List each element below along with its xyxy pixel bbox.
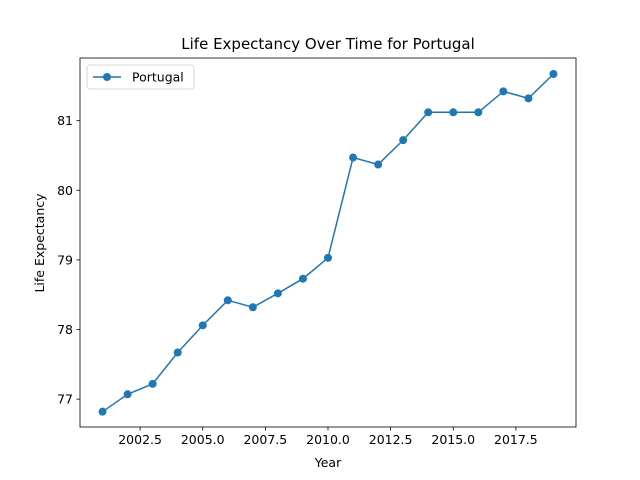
- data-point: [399, 136, 408, 145]
- x-tick-label: 2012.5: [369, 432, 413, 447]
- data-point: [298, 274, 307, 283]
- data-point: [198, 321, 207, 330]
- data-point: [324, 253, 332, 262]
- y-tick-label: 81: [57, 113, 73, 128]
- data-point: [374, 160, 383, 169]
- y-axis-label: Life Expectancy: [32, 193, 47, 293]
- data-point: [98, 407, 107, 416]
- y-tick-label: 77: [57, 392, 73, 407]
- x-tick-label: 2010.0: [306, 432, 350, 447]
- data-point: [499, 87, 508, 96]
- data-point: [449, 108, 458, 117]
- x-tick-label: 2015.0: [431, 432, 475, 447]
- data-point: [524, 94, 533, 103]
- data-point: [273, 289, 282, 298]
- data-point: [148, 379, 157, 388]
- x-axis-label: Year: [314, 455, 342, 470]
- x-tick-label: 2017.5: [494, 432, 538, 447]
- data-point: [123, 390, 132, 399]
- chart-title: Life Expectancy Over Time for Portugal: [181, 35, 474, 53]
- x-tick-label: 2007.5: [243, 432, 287, 447]
- legend-box: [86, 64, 195, 90]
- x-tick-label: 2005.0: [181, 432, 225, 447]
- data-point: [424, 108, 433, 117]
- legend-label: Portugal: [132, 70, 184, 85]
- data-point: [248, 303, 257, 312]
- data-point: [223, 296, 232, 305]
- data-point: [549, 70, 558, 79]
- y-tick-label: 80: [57, 183, 73, 198]
- data-point: [173, 348, 182, 357]
- y-tick-label: 79: [57, 252, 73, 267]
- data-point: [474, 108, 483, 117]
- legend-marker: [103, 73, 111, 81]
- plot-area: 2002.5 2005.0 2007.5 2010.0 2012.5 2015.0 2017…: [57, 57, 577, 447]
- y-tick-label: 78: [57, 322, 73, 337]
- x-tick-label: 2002.5: [118, 432, 162, 447]
- data-point: [349, 153, 358, 162]
